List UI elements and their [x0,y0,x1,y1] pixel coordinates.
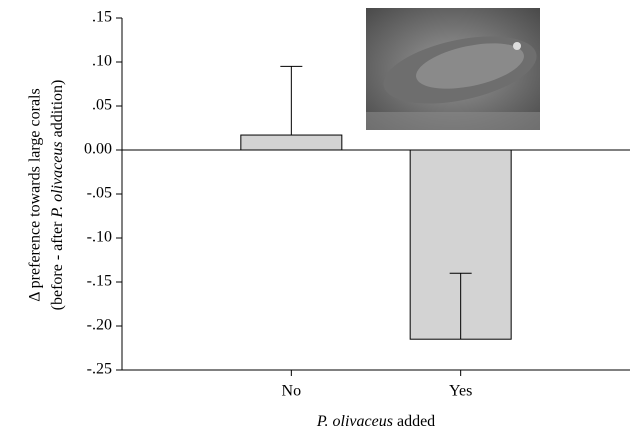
x-axis-label: P. olivaceus added [316,413,435,430]
fish-photo [366,8,540,130]
bar [240,134,343,151]
x-tick-label: Yes [449,383,472,400]
label-part: addition) [49,80,66,142]
label-part: added [393,413,435,430]
y-tick-label: -.10 [87,229,112,246]
y-tick-label: .05 [92,97,112,114]
y-tick-label: 0.00 [84,141,112,158]
label-part: (before - after [49,218,66,311]
y-axis-label: (before - after P. olivaceus addition) [49,80,66,311]
y-tick-label: .15 [92,9,112,26]
y-tick-label: -.05 [87,185,112,202]
y-axis-label: Δ preference towards large corals [27,88,44,301]
y-tick-label: -.25 [87,361,112,378]
x-tick-label: No [282,383,302,400]
y-tick-label: -.20 [87,317,112,334]
label-part: P. olivaceus [316,413,393,430]
label-part: P. olivaceus [49,141,66,218]
y-tick-label: -.15 [87,273,112,290]
y-tick-label: .10 [92,53,112,70]
